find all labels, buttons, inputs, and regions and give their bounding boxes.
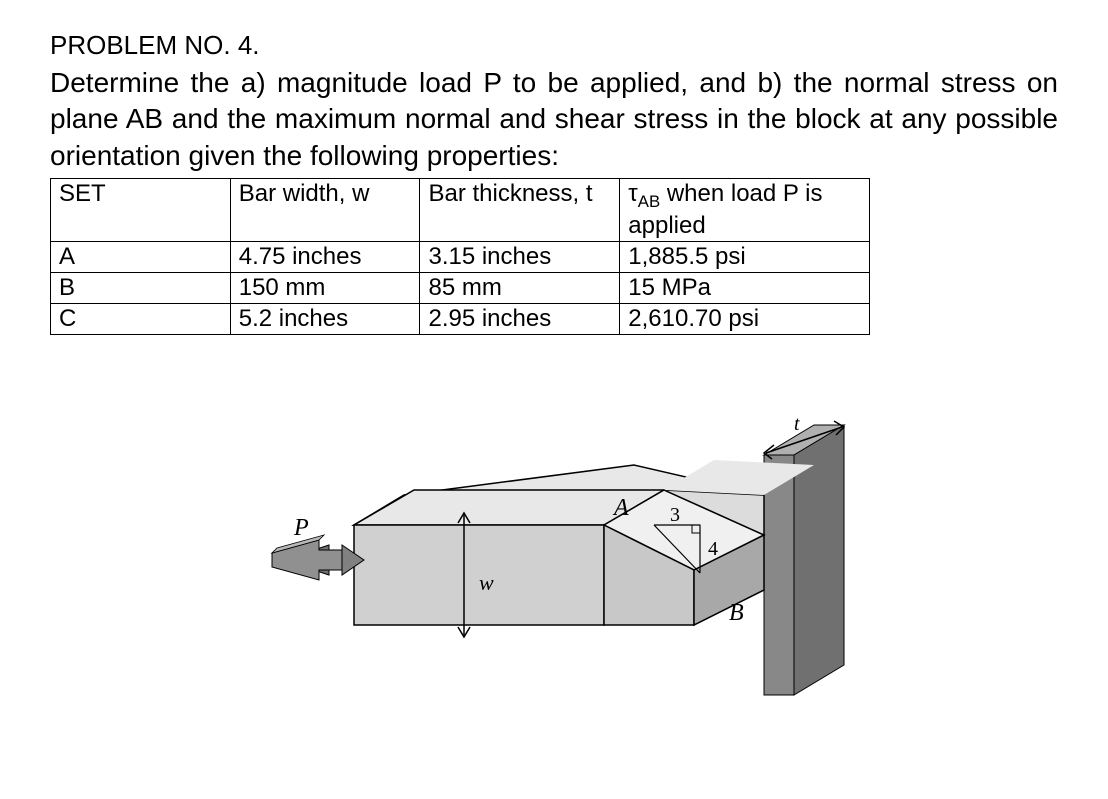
cell-width: 4.75 inches xyxy=(230,241,420,272)
cell-thickness: 2.95 inches xyxy=(420,303,620,334)
table-header-row: SET Bar width, w Bar thickness, t τAB wh… xyxy=(51,179,870,242)
tau-symbol: τ xyxy=(628,180,637,207)
label-slope-v: 4 xyxy=(708,538,718,560)
problem-statement: Determine the a) magnitude load P to be … xyxy=(50,65,1058,174)
figure-container: P w A B t 3 4 xyxy=(50,395,1058,745)
label-b: B xyxy=(729,600,744,626)
label-a: A xyxy=(612,495,629,521)
cell-tau: 1,885.5 psi xyxy=(620,241,870,272)
label-t: t xyxy=(794,413,800,435)
cell-set: A xyxy=(51,241,231,272)
tau-subscript: AB xyxy=(638,192,660,211)
col-thickness: Bar thickness, t xyxy=(420,179,620,242)
cell-set: C xyxy=(51,303,231,334)
cell-tau: 15 MPa xyxy=(620,272,870,303)
load-arrow-3d xyxy=(272,535,364,580)
table-row: B 150 mm 85 mm 15 MPa xyxy=(51,272,870,303)
cell-set: B xyxy=(51,272,231,303)
table-row: C 5.2 inches 2.95 inches 2,610.70 psi xyxy=(51,303,870,334)
cell-width: 150 mm xyxy=(230,272,420,303)
block-diagram: P w A B t 3 4 xyxy=(224,395,884,745)
table-row: A 4.75 inches 3.15 inches 1,885.5 psi xyxy=(51,241,870,272)
problem-header: PROBLEM NO. 4. xyxy=(50,30,1058,61)
cell-width: 5.2 inches xyxy=(230,303,420,334)
label-w: w xyxy=(479,570,494,595)
cell-thickness: 3.15 inches xyxy=(420,241,620,272)
col-width: Bar width, w xyxy=(230,179,420,242)
label-slope-h: 3 xyxy=(670,504,680,526)
cell-tau: 2,610.70 psi xyxy=(620,303,870,334)
label-p: P xyxy=(293,515,309,541)
cell-thickness: 85 mm xyxy=(420,272,620,303)
col-tau: τAB when load P is applied xyxy=(620,179,870,242)
col-set: SET xyxy=(51,179,231,242)
properties-table: SET Bar width, w Bar thickness, t τAB wh… xyxy=(50,178,870,335)
